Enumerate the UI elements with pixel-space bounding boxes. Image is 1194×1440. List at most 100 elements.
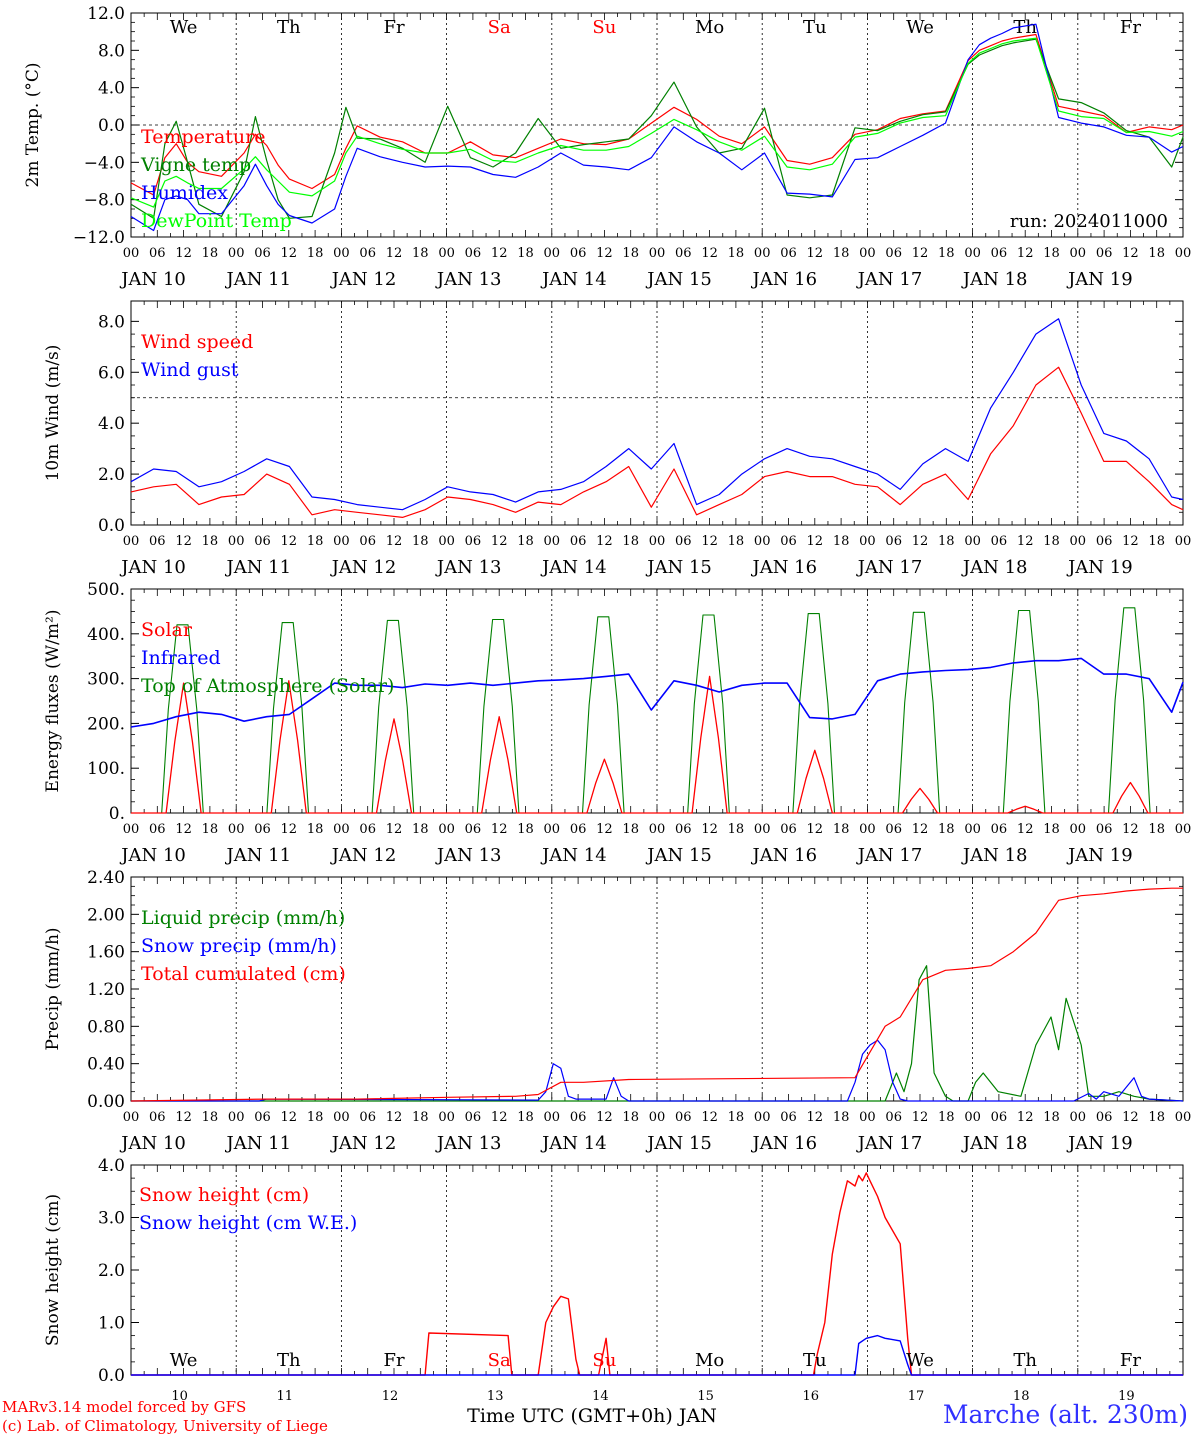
hour-tick-label: 12 <box>491 822 508 837</box>
hour-tick-label: 18 <box>728 1110 745 1125</box>
y-tick-label: 12.0 <box>87 4 125 24</box>
weekday-label: Mo <box>695 1350 724 1371</box>
legend-snow-height-cm-w-e: Snow height (cm W.E.) <box>139 1212 357 1234</box>
hour-tick-label: 12 <box>281 822 298 837</box>
weekday-label: Sa <box>488 1350 511 1371</box>
hour-tick-label: 12 <box>807 534 824 549</box>
date-label: JAN 16 <box>751 845 818 866</box>
series-dewpoint-temp <box>130 37 1184 208</box>
weekday-label: Su <box>592 1350 616 1371</box>
hour-tick-label: 00 <box>544 1110 561 1125</box>
y-tick-label: −8.0 <box>84 191 125 211</box>
hour-tick-label: 00 <box>649 246 666 261</box>
hour-tick-label: 12 <box>1017 246 1034 261</box>
weekday-label: Th <box>1013 17 1037 38</box>
hour-tick-label: 00 <box>544 822 561 837</box>
hour-tick-label: 18 <box>517 534 534 549</box>
hour-tick-label: 18 <box>938 534 955 549</box>
hour-tick-label: 18 <box>622 1110 639 1125</box>
hour-tick-label: 18 <box>202 822 219 837</box>
hour-tick-label: 18 <box>1043 1110 1060 1125</box>
hour-tick-label: 12 <box>491 1110 508 1125</box>
hour-tick-label: 00 <box>1070 1110 1087 1125</box>
hour-tick-label: 18 <box>728 246 745 261</box>
y-tick-label: 4.0 <box>98 79 125 99</box>
hour-tick-label: 00 <box>123 1110 140 1125</box>
series-humidex <box>130 23 1184 232</box>
date-label: JAN 18 <box>961 557 1028 578</box>
day-number-label: 15 <box>697 1389 714 1404</box>
weekday-label: Fr <box>383 17 404 38</box>
date-label: JAN 12 <box>330 557 397 578</box>
hour-tick-label: 18 <box>1148 822 1165 837</box>
hour-tick-label: 00 <box>333 534 350 549</box>
hour-tick-label: 12 <box>386 1110 403 1125</box>
hour-tick-label: 12 <box>596 246 613 261</box>
hour-tick-label: 18 <box>412 822 429 837</box>
y-tick-label: −12.0 <box>73 228 125 248</box>
date-label: JAN 16 <box>751 557 818 578</box>
y-tick-label: 0.0 <box>98 116 125 136</box>
y-tick-label: 6.0 <box>98 363 125 383</box>
date-label: JAN 15 <box>645 845 712 866</box>
hour-tick-label: 00 <box>228 534 245 549</box>
hour-tick-label: 00 <box>438 534 455 549</box>
date-label: JAN 11 <box>225 1133 292 1154</box>
day-number-label: 13 <box>487 1389 504 1404</box>
date-label: JAN 10 <box>119 845 186 866</box>
weekday-label: Th <box>1013 1350 1037 1371</box>
y-axis-label: 2m Temp. (°C) <box>23 62 43 187</box>
hour-tick-label: 06 <box>465 534 482 549</box>
hour-tick-label: 06 <box>885 246 902 261</box>
hour-tick-label: 00 <box>123 822 140 837</box>
x-axis-label: Time UTC (GMT+0h) JAN <box>467 1405 717 1427</box>
y-tick-label: 200. <box>87 714 125 734</box>
hour-tick-label: 12 <box>491 246 508 261</box>
hour-tick-label: 06 <box>780 822 797 837</box>
hour-tick-label: 12 <box>281 246 298 261</box>
hour-tick-label: 06 <box>149 534 166 549</box>
date-label: JAN 14 <box>540 557 607 578</box>
day-number-label: 12 <box>382 1389 399 1404</box>
hour-tick-label: 12 <box>386 534 403 549</box>
hour-tick-label: 18 <box>412 246 429 261</box>
y-tick-label: 2.0 <box>98 465 125 485</box>
hour-tick-label: 18 <box>1043 822 1060 837</box>
hour-tick-label: 06 <box>675 246 692 261</box>
hour-tick-label: 18 <box>202 1110 219 1125</box>
date-label: JAN 13 <box>435 1133 502 1154</box>
y-tick-label: 2.40 <box>87 868 125 888</box>
date-label: JAN 15 <box>645 269 712 290</box>
hour-tick-label: 06 <box>675 534 692 549</box>
hour-tick-label: 00 <box>438 822 455 837</box>
date-label: JAN 11 <box>225 557 292 578</box>
hour-tick-label: 12 <box>807 1110 824 1125</box>
hour-tick-label: 06 <box>780 246 797 261</box>
hour-tick-label: 00 <box>333 246 350 261</box>
day-number-label: 18 <box>1013 1389 1030 1404</box>
hour-tick-label: 12 <box>701 1110 718 1125</box>
date-label: JAN 19 <box>1066 845 1133 866</box>
hour-tick-label: 00 <box>544 534 561 549</box>
legend-wind-gust: Wind gust <box>141 359 239 381</box>
hour-tick-label: 06 <box>991 534 1008 549</box>
hour-tick-label: 12 <box>1122 822 1139 837</box>
date-label: JAN 16 <box>751 1133 818 1154</box>
date-label: JAN 17 <box>856 269 923 290</box>
hour-tick-label: 00 <box>859 1110 876 1125</box>
series-vigne-temp <box>130 38 1184 219</box>
hour-tick-label: 00 <box>649 822 666 837</box>
date-label: JAN 12 <box>330 1133 397 1154</box>
series-snow-height-cm-w-e <box>131 1334 1183 1376</box>
hour-tick-label: 00 <box>964 1110 981 1125</box>
hour-tick-label: 18 <box>307 822 324 837</box>
hour-tick-label: 06 <box>570 1110 587 1125</box>
hour-tick-label: 00 <box>964 534 981 549</box>
date-label: JAN 14 <box>540 269 607 290</box>
hour-tick-label: 00 <box>544 246 561 261</box>
date-label: JAN 18 <box>961 845 1028 866</box>
day-number-label: 10 <box>171 1389 188 1404</box>
weekday-label: Mo <box>695 17 724 38</box>
series-infrared <box>130 657 1184 728</box>
